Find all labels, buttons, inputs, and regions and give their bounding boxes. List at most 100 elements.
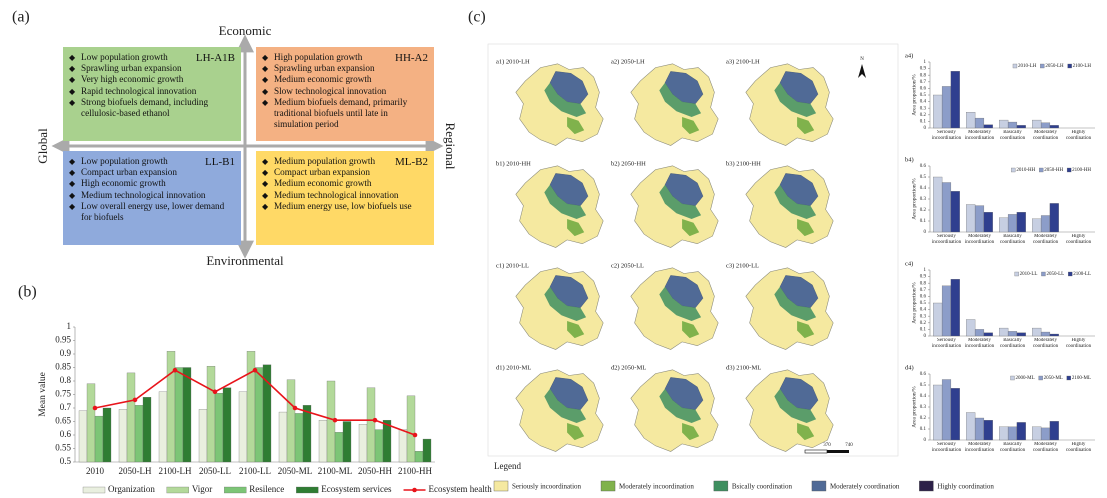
x-tick-label: Moderately coordination xyxy=(1032,130,1059,141)
y-tick-label: 0.4 xyxy=(920,186,927,191)
panel-label: (a) xyxy=(12,9,30,26)
x-tick-label: Highly coordination xyxy=(1065,234,1092,245)
scenario-box: LH-A1BLow population growthSprawling urb… xyxy=(63,47,241,141)
x-tick-label-box: Moderately incoordination xyxy=(964,338,995,349)
bar xyxy=(1016,332,1026,337)
legend-swatch xyxy=(1039,167,1044,173)
legend-label: 2010-LL xyxy=(1020,272,1038,277)
x-tick-label-box: Basically coordination xyxy=(1000,234,1025,245)
y-tick-label: 0.1 xyxy=(920,120,927,125)
x-tick-label-box: Highly coordination xyxy=(1066,130,1091,141)
bar xyxy=(126,372,136,463)
y-tick-label: 0.5 xyxy=(60,456,72,466)
line-marker xyxy=(92,405,98,411)
y-axis-label: Area proportion/% xyxy=(911,178,917,220)
panel-a-axes xyxy=(51,34,444,259)
legend-swatch xyxy=(1014,271,1019,277)
scenario-item: High economic growth xyxy=(69,178,235,189)
legend-label: 2100-LH xyxy=(1073,64,1092,69)
scenario-item: Strong biofuels demand, including cellul… xyxy=(69,97,235,119)
bar xyxy=(983,212,993,233)
x-tick-label: 2050-LL xyxy=(199,466,231,476)
bar xyxy=(983,332,993,337)
map-label: b2) 2050-HH xyxy=(611,160,646,167)
x-tick-label: 2100-LL xyxy=(239,466,271,476)
bar xyxy=(198,409,208,463)
scenario-item: Medium economic growth xyxy=(262,178,428,189)
legend-swatch xyxy=(1041,271,1046,277)
legend-label: 2100-LL xyxy=(1073,272,1091,277)
x-tick-label: Moderately incoordination xyxy=(964,130,995,141)
y-tick-label: 0.1 xyxy=(920,219,927,224)
x-tick-label: Seriously incoordination xyxy=(931,234,962,245)
scenario-item: Compact urban expansion xyxy=(262,167,428,178)
scenario-item: Compact urban expansion xyxy=(69,167,235,178)
bar xyxy=(974,417,985,441)
legend-label: 2050-ML xyxy=(1044,376,1063,381)
y-tick-label: 0.3 xyxy=(920,405,927,410)
map-label: b1) 2010-HH xyxy=(496,160,531,167)
bar xyxy=(302,405,312,463)
x-tick-label: Moderately incoordination xyxy=(964,338,995,349)
legend-label: 2050-LL xyxy=(1046,272,1064,277)
x-tick-label-box: Moderately coordination xyxy=(1033,338,1058,349)
x-tick-label: 2050-ML xyxy=(278,466,313,476)
scenario-list: Low population growthCompact urban expan… xyxy=(69,156,235,223)
legend-swatch xyxy=(1066,167,1072,173)
x-tick-label-box: Basically coordination xyxy=(1000,442,1025,453)
scenario-item: Sprawling urban expansion xyxy=(69,63,235,74)
bar xyxy=(999,426,1009,441)
x-tick-label: Seriously incoordination xyxy=(931,338,962,349)
y-tick-label: 0.9 xyxy=(920,275,927,280)
legend-label: Seriously incoordination xyxy=(512,483,582,491)
y-tick-label: 0.4 xyxy=(920,100,927,105)
line-marker xyxy=(412,432,418,438)
x-tick-label: 2050-LH xyxy=(119,466,152,476)
x-tick-label: Seriously incoordination xyxy=(931,130,962,141)
x-tick-label-box: Moderately coordination xyxy=(1032,234,1059,245)
map xyxy=(515,63,604,146)
y-tick-label: 0.7 xyxy=(60,402,72,412)
bar xyxy=(358,424,368,463)
x-tick-label: Moderately incoordination xyxy=(964,234,995,245)
bar xyxy=(1007,121,1018,129)
scenario-item: Medium economic growth xyxy=(262,74,428,85)
bar xyxy=(1040,331,1051,337)
y-tick-label: 0.2 xyxy=(920,416,927,421)
scenario-box: ML-B2Medium population growthCompact urb… xyxy=(256,151,434,245)
y-tick-label: 0.6 xyxy=(920,87,927,92)
bar xyxy=(1032,426,1042,441)
legend-label: 2010-HH xyxy=(1016,168,1035,173)
y-tick-label: 0.5 xyxy=(920,383,927,388)
legend: 2000-ML 2050-ML 2100-ML xyxy=(1010,375,1091,381)
scenario-item: Medium population growth xyxy=(262,156,428,167)
bar xyxy=(166,351,176,463)
x-tick-label: Moderately coordination xyxy=(1032,234,1059,245)
y-tick-label: 1 xyxy=(67,321,72,331)
legend-swatch xyxy=(224,486,247,494)
bar xyxy=(941,285,952,337)
bar xyxy=(278,411,288,463)
y-tick-label: 0.2 xyxy=(920,321,927,326)
x-tick-label: Seriously incoordination xyxy=(931,442,962,453)
map-label: a3) 2100-LH xyxy=(726,58,760,65)
bar xyxy=(966,412,976,441)
bar xyxy=(86,383,96,463)
line-marker xyxy=(332,417,338,423)
map-label: d1) 2010-ML xyxy=(496,364,531,371)
bar xyxy=(974,205,985,233)
map-frame xyxy=(487,43,899,457)
y-tick-label: 0.9 xyxy=(60,348,72,358)
panel-label: (b) xyxy=(18,284,37,301)
scenario-item: Rapid technological innovation xyxy=(69,86,235,97)
map-label: c3) 2100-LL xyxy=(726,262,759,269)
bar xyxy=(102,407,112,463)
legend-label: 2100-HH xyxy=(1072,168,1091,173)
bar xyxy=(246,351,256,463)
bar xyxy=(262,364,272,463)
map xyxy=(630,369,719,452)
y-tick-label: 0.55 xyxy=(55,443,71,453)
bar xyxy=(974,329,985,337)
x-tick-label: Highly coordination xyxy=(1065,442,1092,453)
